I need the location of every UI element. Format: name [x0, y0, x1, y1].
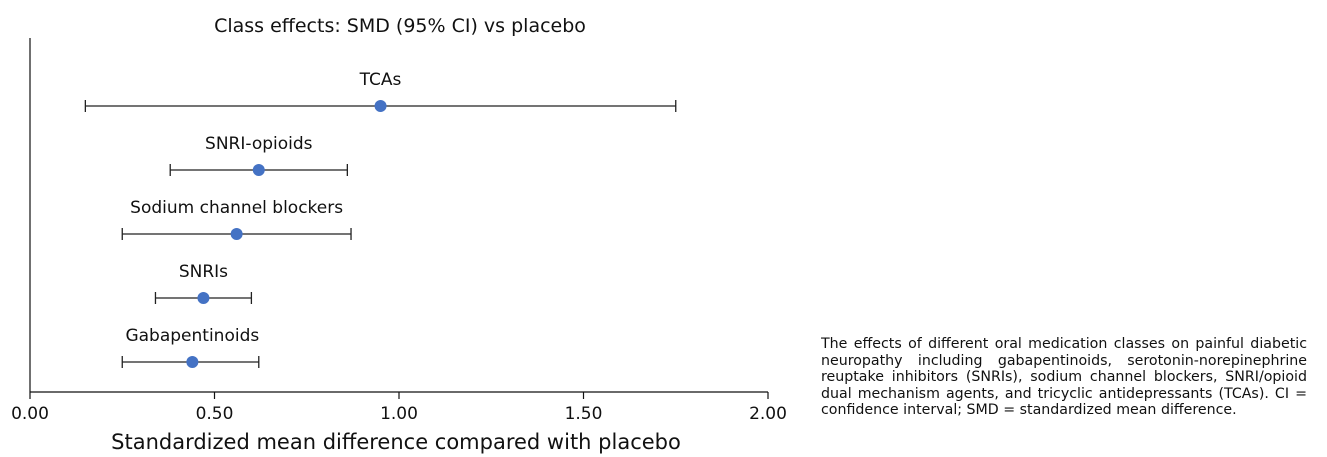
x-tick-label: 2.00 — [749, 404, 787, 424]
point-estimate — [186, 356, 199, 368]
x-axis-label: Standardized mean difference compared wi… — [111, 430, 681, 454]
point-estimate — [252, 164, 265, 176]
estimate-rows: TCAs SNRI-opioids Sodium channel blockers S… — [84, 70, 677, 368]
estimate-row: TCAs — [84, 70, 677, 112]
x-tick-label: 0.50 — [196, 404, 234, 424]
forest-plot: Class effects: SMD (95% CI) vs placebo 0… — [11, 15, 787, 454]
category-label: Gabapentinoids — [125, 326, 259, 346]
category-label: Sodium channel blockers — [130, 198, 343, 218]
x-tick-label: 0.00 — [11, 404, 49, 424]
chart-title: Class effects: SMD (95% CI) vs placebo — [214, 15, 586, 37]
point-estimate — [374, 100, 387, 112]
estimate-row: Sodium channel blockers — [121, 198, 352, 240]
category-label: TCAs — [359, 70, 402, 90]
estimate-row: SNRI-opioids — [169, 134, 348, 176]
figure-caption: The effects of different oral medication… — [821, 336, 1307, 419]
point-estimate — [197, 292, 210, 304]
category-label: SNRI-opioids — [205, 134, 313, 154]
x-tick-label: 1.50 — [565, 404, 603, 424]
category-label: SNRIs — [179, 262, 228, 282]
estimate-row: Gabapentinoids — [121, 326, 260, 368]
estimate-row: SNRIs — [154, 262, 253, 304]
point-estimate — [230, 228, 243, 240]
x-tick-label: 1.00 — [380, 404, 418, 424]
x-axis-ticks: 0.00 0.50 1.00 1.50 2.00 — [11, 392, 787, 424]
